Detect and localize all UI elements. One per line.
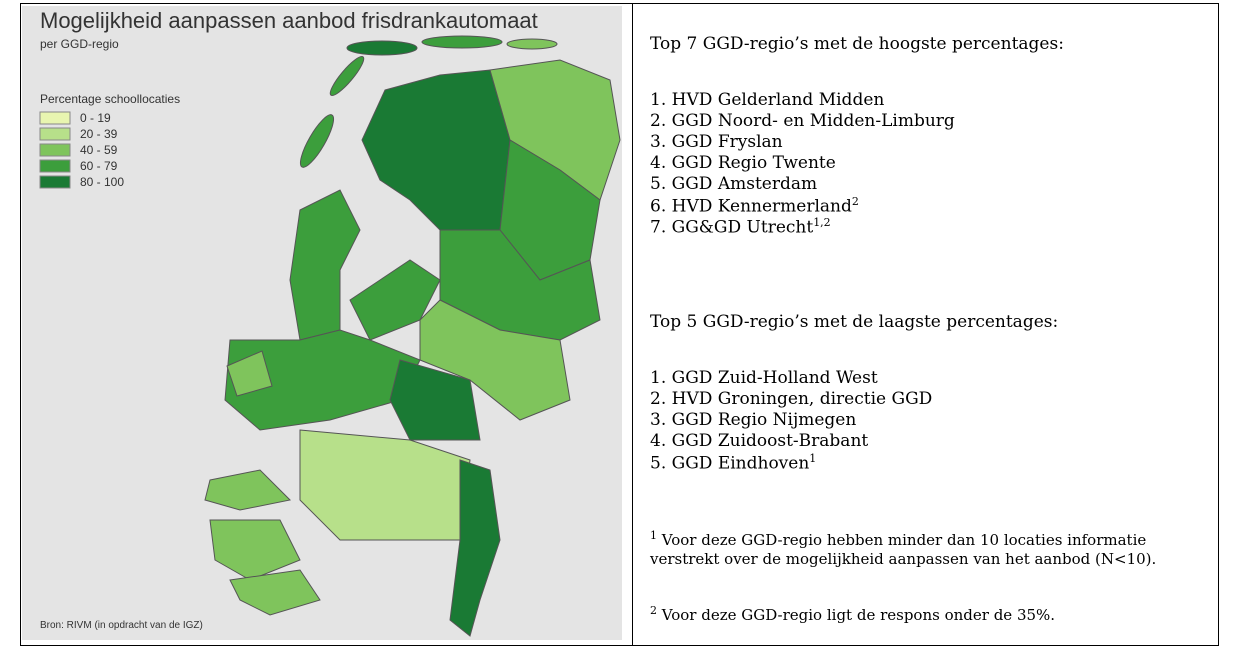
list-item-text: 1. GGD Zuid-Holland West xyxy=(650,368,878,388)
legend-swatch xyxy=(39,175,71,189)
list-item-text: 7. GG&GD Utrecht xyxy=(650,217,814,238)
footnote-text: Voor deze GGD-regio hebben minder dan 10… xyxy=(650,531,1157,568)
superscript: 2 xyxy=(851,195,859,208)
source: Bron: RIVM (in opdracht van de IGZ) xyxy=(40,620,203,631)
region xyxy=(209,519,301,581)
region xyxy=(229,569,321,616)
island xyxy=(329,55,365,97)
island xyxy=(421,35,503,49)
map-subtitle: per GGD-regio xyxy=(40,37,119,51)
map: Mogelijkheid aanpassen aanbod frisdranka… xyxy=(39,8,621,637)
list-item-text: 1. HVD Gelderland Midden xyxy=(650,90,885,110)
map-panel: Mogelijkheid aanpassen aanbod frisdranka… xyxy=(22,6,622,640)
list-item: 2. GGD Noord- en Midden-Limburg xyxy=(650,111,955,131)
superscript: 1,2 xyxy=(813,216,831,229)
list-item: 7. GG&GD Utrecht1,2 xyxy=(650,216,831,238)
legend-title: Percentage schoollocaties xyxy=(40,92,180,106)
legend-label: 20 - 39 xyxy=(80,127,118,141)
heading: Top 7 GGD-regio’s met de hoogste percent… xyxy=(650,34,1064,54)
cell-divider xyxy=(632,3,633,645)
legend-swatch xyxy=(39,127,71,141)
regions xyxy=(204,35,621,637)
list-item: 4. GGD Zuidoost-Brabant xyxy=(650,431,868,451)
footnote-text: Voor deze GGD-regio ligt de respons onde… xyxy=(661,606,1056,624)
island xyxy=(299,114,335,168)
list-item: 6. HVD Kennermerland2 xyxy=(650,195,859,217)
list-item-text: 5. GGD Amsterdam xyxy=(650,174,818,194)
table-border xyxy=(20,3,1219,646)
region xyxy=(389,359,481,441)
list-item: 1. HVD Gelderland Midden xyxy=(650,90,884,110)
region xyxy=(449,459,501,637)
list-item: 4. GGD Regio Twente xyxy=(650,153,836,173)
list-item: 5. GGD Amsterdam xyxy=(650,174,817,194)
legend-swatch xyxy=(39,143,71,157)
legend-label: 40 - 59 xyxy=(80,143,118,157)
map-title: Mogelijkheid aanpassen aanbod frisdranka… xyxy=(40,8,538,33)
region xyxy=(226,350,273,397)
list-item-text: 4. GGD Regio Twente xyxy=(650,153,836,173)
list-item-text: 2. GGD Noord- en Midden-Limburg xyxy=(650,111,955,131)
list-item-text: 5. GGD Eindhoven xyxy=(650,453,810,474)
list-item: 3. GGD Fryslan xyxy=(650,132,783,152)
legend-label: 80 - 100 xyxy=(80,175,124,189)
footnote: 2 Voor deze GGD-regio ligt de respons on… xyxy=(650,601,1200,625)
region xyxy=(299,429,471,541)
island xyxy=(506,38,558,50)
legend-label: 60 - 79 xyxy=(80,159,118,173)
list-item: 1. GGD Zuid-Holland West xyxy=(650,368,878,388)
footnote-mark: 2 xyxy=(650,604,657,617)
heading: Top 5 GGD-regio’s met de laagste percent… xyxy=(650,312,1059,332)
list-item-text: 2. HVD Groningen, directie GGD xyxy=(650,389,933,409)
island xyxy=(346,40,418,56)
list-item: 5. GGD Eindhoven1 xyxy=(650,452,816,474)
legend: 0 - 19 20 - 39 40 - 59 60 - 79 80 - 100 xyxy=(39,111,124,189)
list-item: 2. HVD Groningen, directie GGD xyxy=(650,389,932,409)
list-item: 3. GGD Regio Nijmegen xyxy=(650,410,856,430)
list-item-text: 6. HVD Kennermerland xyxy=(650,196,852,217)
legend-label: 0 - 19 xyxy=(80,111,111,125)
region xyxy=(349,259,441,341)
region xyxy=(419,299,571,421)
superscript: 1 xyxy=(809,452,817,465)
list-item-text: 4. GGD Zuidoost-Brabant xyxy=(650,431,869,451)
list-item-text: 3. GGD Regio Nijmegen xyxy=(650,410,857,430)
footnote-mark: 1 xyxy=(650,529,657,542)
region xyxy=(361,69,511,231)
region xyxy=(289,189,361,341)
legend-swatch xyxy=(39,159,71,173)
list-item-text: 3. GGD Fryslan xyxy=(650,132,783,152)
footnote: 1 Voor deze GGD-regio hebben minder dan … xyxy=(650,526,1200,569)
region xyxy=(204,469,292,511)
legend-swatch xyxy=(39,111,71,125)
